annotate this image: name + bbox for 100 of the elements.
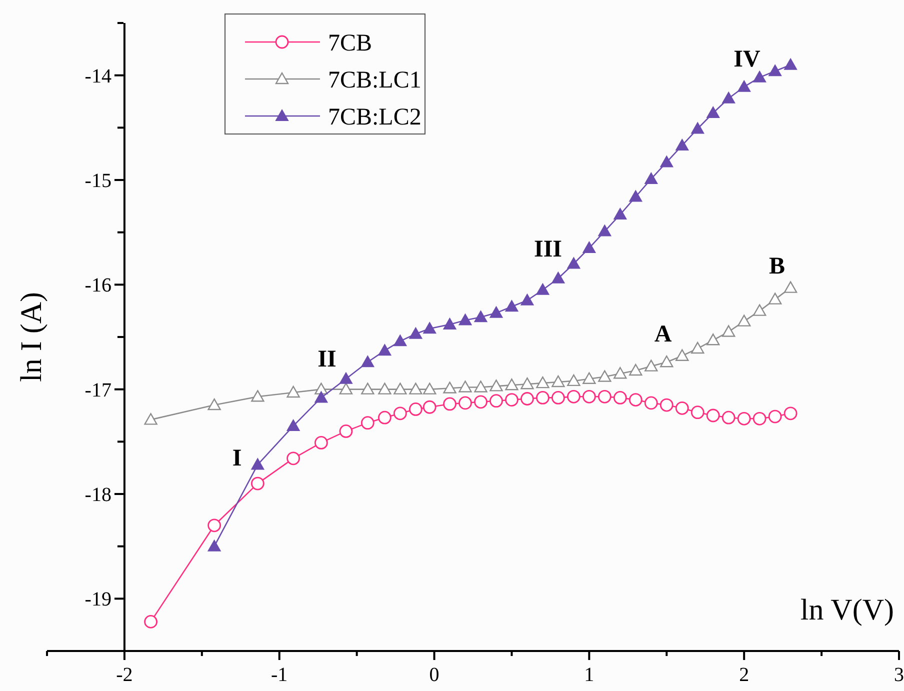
- point: [552, 272, 565, 284]
- point: [251, 390, 264, 402]
- point: [567, 374, 580, 386]
- point: [582, 372, 596, 384]
- point: [443, 397, 456, 411]
- point: [443, 318, 456, 330]
- point: [738, 80, 751, 92]
- point: [598, 224, 612, 236]
- point: [691, 122, 704, 134]
- point: [144, 614, 158, 628]
- point: [567, 257, 580, 269]
- point: [490, 380, 503, 392]
- point: [784, 406, 798, 420]
- point: [505, 300, 518, 312]
- legend-label: 7CB: [328, 30, 372, 56]
- point: [286, 419, 300, 431]
- point: [690, 406, 704, 420]
- point: [144, 413, 158, 425]
- point: [737, 412, 751, 426]
- point: [614, 208, 627, 220]
- point: [443, 382, 456, 394]
- point: [520, 294, 534, 306]
- x-tick-label: -2: [116, 664, 133, 686]
- x-axis-title: ln V(V): [800, 594, 894, 627]
- point: [520, 378, 534, 390]
- legend-label: 7CB:LC2: [328, 104, 422, 130]
- point: [598, 370, 612, 382]
- point: [660, 398, 674, 412]
- point: [394, 334, 407, 346]
- point: [536, 391, 550, 404]
- point: [722, 325, 736, 337]
- point: [208, 540, 221, 552]
- annotation: I: [232, 445, 242, 472]
- point: [474, 395, 488, 409]
- point: [629, 190, 642, 202]
- point: [752, 304, 766, 316]
- y-tick-label: -14: [84, 65, 112, 88]
- point: [722, 410, 736, 424]
- point: [768, 292, 782, 304]
- point: [784, 58, 798, 70]
- point: [505, 393, 518, 406]
- point: [458, 380, 472, 392]
- x-tick-label: 1: [584, 664, 594, 686]
- point: [314, 391, 328, 403]
- point: [691, 342, 704, 354]
- point: [378, 382, 392, 394]
- point: [409, 327, 422, 339]
- point: [422, 400, 436, 414]
- point: [250, 476, 264, 490]
- point: [361, 356, 374, 368]
- annotation: III: [534, 236, 562, 262]
- point: [314, 436, 328, 450]
- point: [474, 310, 488, 322]
- y-axis-title: ln I (A): [15, 292, 48, 382]
- point: [598, 390, 612, 404]
- point: [360, 416, 374, 430]
- point: [784, 281, 798, 293]
- point: [490, 394, 503, 408]
- point: [629, 364, 642, 376]
- point: [644, 360, 658, 372]
- point: [378, 410, 392, 424]
- point: [423, 382, 436, 394]
- point: [339, 372, 352, 384]
- point: [676, 138, 689, 150]
- point: [753, 70, 766, 82]
- point: [394, 382, 407, 394]
- point: [474, 380, 488, 392]
- point: [490, 306, 503, 318]
- point: [458, 314, 472, 326]
- point: [361, 382, 374, 394]
- point: [408, 402, 422, 416]
- point: [644, 396, 658, 410]
- annotation: IV: [734, 46, 762, 72]
- point: [628, 393, 642, 406]
- point: [613, 391, 627, 404]
- point: [251, 458, 264, 470]
- point: [660, 356, 674, 368]
- annotation: A: [654, 321, 672, 348]
- point: [644, 172, 658, 184]
- point: [582, 242, 596, 254]
- point: [536, 283, 550, 295]
- point: [339, 382, 353, 394]
- point: [722, 92, 736, 104]
- x-tick-label: 3: [894, 664, 904, 686]
- point: [566, 390, 580, 404]
- point: [737, 314, 751, 326]
- point: [458, 396, 472, 410]
- point: [706, 408, 720, 422]
- point: [675, 401, 689, 415]
- y-tick-label: -17: [84, 379, 112, 402]
- point: [582, 390, 596, 404]
- x-tick-label: 2: [739, 664, 750, 686]
- x-tick-label: -1: [271, 664, 288, 686]
- point: [505, 378, 518, 390]
- legend-label: 7CB:LC1: [328, 67, 422, 94]
- y-tick-label: -18: [84, 484, 112, 506]
- point: [378, 344, 392, 356]
- point: [286, 452, 300, 466]
- point: [286, 386, 300, 398]
- annotation: II: [318, 346, 336, 372]
